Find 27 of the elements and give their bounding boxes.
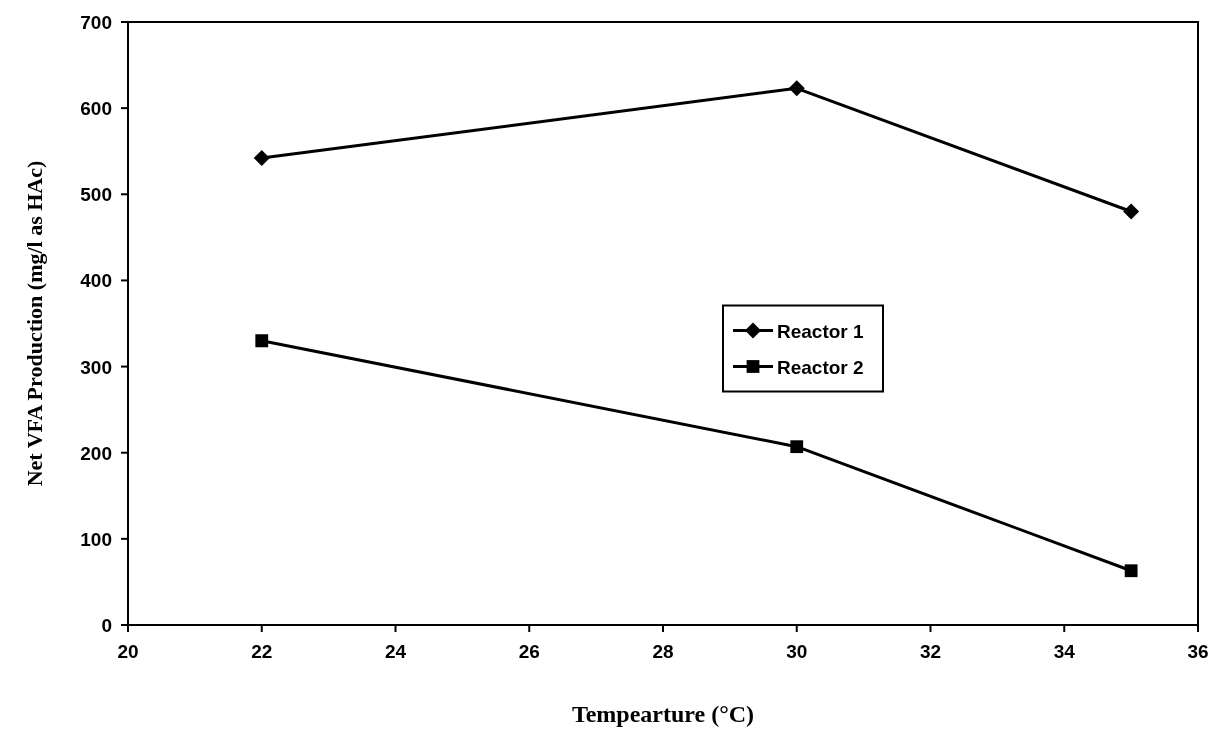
y-tick-label: 300 — [80, 356, 112, 378]
x-axis-title: Tempearture (°C) — [571, 701, 755, 727]
y-axis-title: Net VFA Production (mg/l as HAc) — [22, 160, 47, 487]
x-tick-label: 28 — [652, 641, 674, 662]
point — [788, 80, 805, 97]
y-tick-label: 400 — [80, 270, 112, 292]
y-tick-label: 600 — [80, 98, 112, 120]
point — [255, 334, 269, 348]
x-tick-label: 30 — [786, 641, 808, 662]
point — [790, 440, 804, 454]
x-tick-label: 32 — [919, 641, 942, 662]
x-tick-label: 22 — [251, 641, 273, 662]
y-tick-label: 0 — [101, 615, 112, 636]
point — [253, 150, 270, 167]
y-tick-label: 500 — [80, 184, 112, 206]
x-tick-label: 26 — [518, 641, 540, 662]
point — [1123, 203, 1140, 220]
legend-label: Reactor 2 — [777, 356, 864, 378]
x-tick-label: 34 — [1053, 641, 1076, 662]
point — [1124, 564, 1138, 578]
x-tick-label: 36 — [1187, 641, 1209, 662]
y-tick-label: 700 — [80, 12, 112, 33]
y-tick-label: 100 — [80, 528, 112, 550]
legend-label: Reactor 1 — [777, 320, 865, 342]
y-tick-label: 200 — [80, 442, 112, 464]
x-tick-label: 20 — [117, 641, 139, 662]
x-tick-label: 24 — [384, 641, 407, 662]
